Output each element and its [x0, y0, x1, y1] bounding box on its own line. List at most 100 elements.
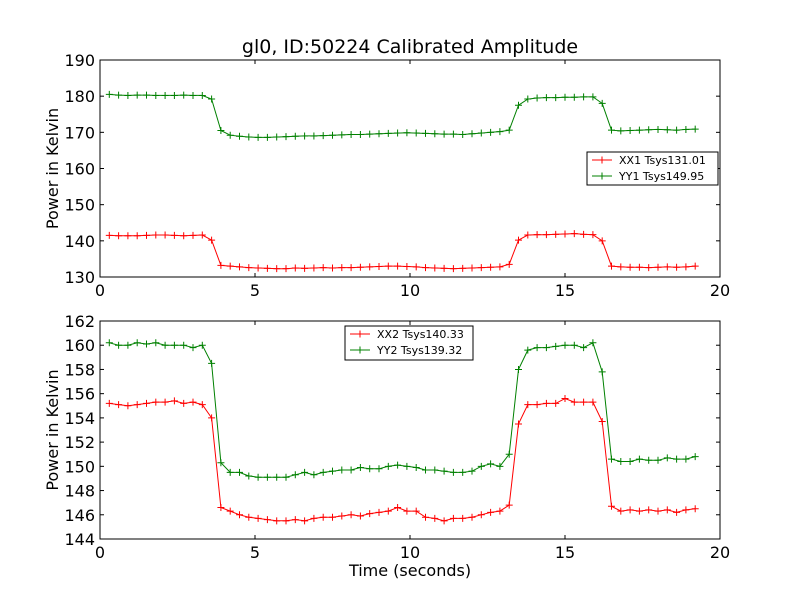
chart-title: gl0, ID:50224 Calibrated Amplitude — [242, 36, 578, 58]
data-point — [403, 462, 411, 470]
data-point — [198, 231, 206, 239]
data-point — [161, 341, 169, 349]
data-point — [468, 513, 476, 521]
y-tick-label: 180 — [64, 87, 95, 106]
data-point — [180, 399, 188, 407]
data-point — [663, 454, 671, 462]
data-point — [236, 511, 243, 519]
data-point — [580, 398, 588, 406]
data-point — [254, 514, 262, 522]
data-point — [496, 263, 504, 271]
data-point — [422, 466, 429, 474]
y-tick-label: 190 — [64, 51, 95, 70]
data-point — [394, 129, 402, 137]
data-point — [189, 91, 197, 99]
data-point — [431, 466, 439, 474]
data-point — [635, 507, 643, 515]
data-point — [468, 264, 476, 272]
data-point — [198, 91, 206, 99]
data-point — [329, 264, 336, 272]
data-point — [477, 462, 485, 470]
data-point — [338, 131, 346, 139]
chart-panel-1: gl0, ID:50224 Calibrated Amplitude 0 5 10 15… — [43, 36, 730, 300]
data-point — [580, 93, 588, 101]
data-point — [617, 457, 625, 465]
data-point — [310, 264, 318, 272]
data-point — [403, 129, 411, 137]
data-point — [663, 263, 671, 271]
data-point — [477, 264, 485, 272]
data-point — [198, 341, 206, 349]
data-point — [282, 133, 290, 141]
data-point — [263, 264, 271, 272]
data-point — [682, 263, 690, 271]
legend-label: XX2 Tsys140.33 — [377, 328, 464, 341]
data-point — [682, 455, 690, 463]
x-tick-label: 15 — [555, 281, 575, 300]
data-point — [394, 262, 402, 270]
data-point — [143, 91, 150, 99]
data-point — [217, 127, 225, 135]
data-point — [170, 341, 178, 349]
data-point — [226, 131, 234, 139]
data-point — [301, 468, 309, 476]
data-point — [208, 95, 216, 103]
data-point — [645, 264, 653, 272]
y-tick-label: 160 — [64, 160, 95, 179]
data-point — [496, 507, 504, 515]
data-point — [635, 263, 643, 271]
data-point — [263, 516, 271, 524]
data-point — [105, 399, 113, 407]
data-point — [449, 265, 457, 273]
data-point — [180, 91, 188, 99]
data-point — [375, 263, 383, 271]
data-point — [626, 263, 634, 271]
data-point — [124, 402, 132, 410]
data-point — [654, 263, 662, 271]
data-point — [133, 232, 141, 240]
legend-box — [586, 151, 719, 186]
data-point — [180, 341, 188, 349]
data-point — [198, 401, 206, 409]
data-point — [598, 368, 606, 376]
data-point — [375, 130, 383, 138]
data-point — [515, 101, 522, 109]
data-point — [608, 455, 615, 463]
data-point — [589, 93, 597, 101]
series-yy2 — [105, 339, 699, 481]
data-point — [366, 263, 374, 271]
data-point — [663, 126, 671, 134]
data-point — [524, 346, 532, 354]
data-point — [449, 514, 457, 522]
data-point — [143, 231, 150, 239]
data-point — [115, 232, 123, 240]
legend-label: YY1 Tsys149.95 — [618, 170, 704, 183]
data-point — [440, 130, 448, 138]
data-point — [143, 340, 150, 348]
data-point — [329, 467, 336, 475]
data-point — [236, 263, 243, 271]
data-point — [152, 339, 160, 347]
data-point — [487, 263, 495, 271]
data-point — [608, 126, 615, 134]
data-point — [356, 263, 364, 271]
data-point — [394, 461, 402, 469]
data-point — [319, 468, 327, 476]
data-point — [152, 231, 160, 239]
data-point — [654, 456, 662, 464]
data-point — [366, 510, 374, 518]
data-point — [329, 131, 336, 139]
data-point — [152, 398, 160, 406]
data-point — [384, 507, 392, 515]
data-point — [449, 130, 457, 138]
data-point — [115, 91, 123, 99]
data-point — [459, 264, 467, 272]
data-point — [589, 231, 597, 239]
data-point — [319, 513, 327, 521]
data-point — [598, 99, 606, 107]
data-point — [561, 395, 569, 403]
data-point — [291, 264, 299, 272]
data-point — [347, 131, 355, 139]
data-point — [496, 462, 504, 470]
data-point — [691, 125, 699, 133]
